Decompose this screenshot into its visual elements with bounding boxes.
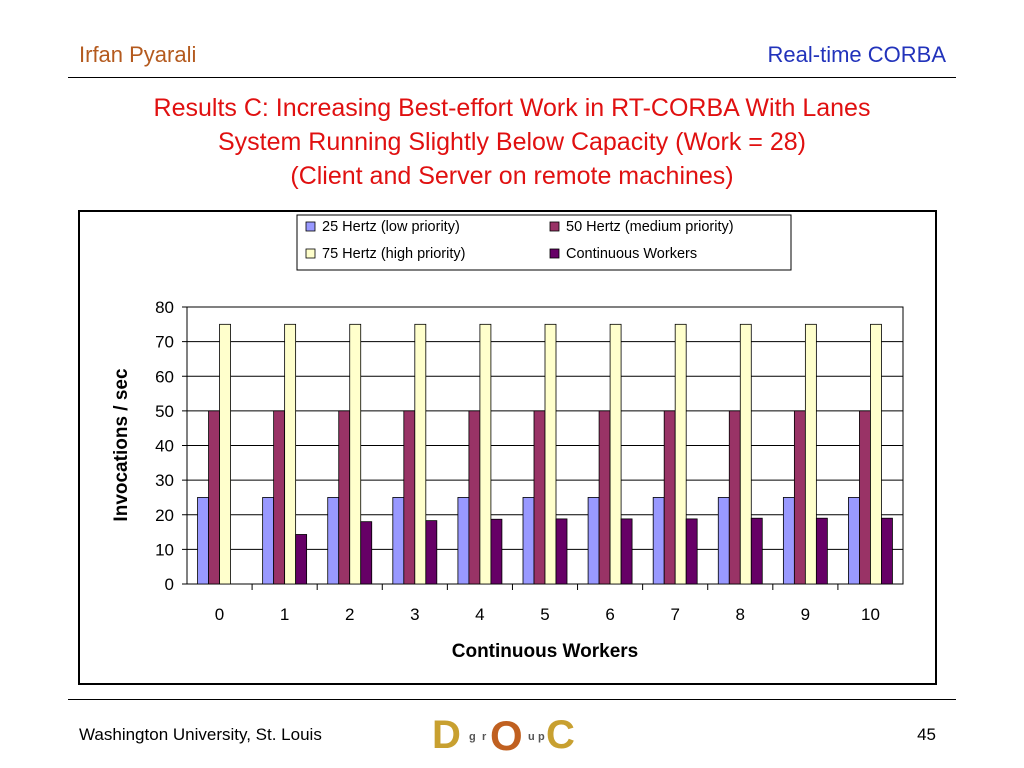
x-tick-label: 4	[475, 605, 484, 624]
doc-group-logo: D g r O u p C	[432, 712, 575, 756]
bar-3-cat-10	[870, 323, 882, 585]
bar-2-cat-9	[793, 410, 806, 585]
y-tick-label: 20	[155, 506, 174, 525]
legend-swatch-4	[549, 248, 560, 259]
bar-3-cat-7	[674, 323, 687, 585]
logo-letter-p: p	[538, 731, 545, 743]
y-tick-label: 30	[155, 471, 174, 490]
x-tick-label: 5	[540, 605, 549, 624]
y-tick-label: 60	[155, 367, 174, 386]
x-tick-label: 2	[345, 605, 354, 624]
bar-4-cat-4	[490, 518, 503, 585]
bar-2-cat-8	[728, 410, 741, 585]
bar-3-cat-0	[219, 323, 231, 585]
y-tick-label: 50	[155, 402, 174, 421]
bar-4-cat-10	[881, 517, 893, 585]
bar-4-cat-8	[750, 517, 763, 585]
logo-letter-r: r	[482, 731, 487, 743]
bar-3-cat-1	[284, 323, 297, 585]
x-tick-label: 7	[670, 605, 679, 624]
bar-2-cat-6	[598, 410, 611, 585]
y-tick-label: 0	[165, 575, 174, 594]
x-tick-label: 6	[605, 605, 614, 624]
slide-title-line-1: Results C: Increasing Best-effort Work i…	[153, 94, 871, 122]
bar-3-cat-8	[739, 323, 752, 585]
y-tick-label: 10	[155, 540, 174, 559]
y-tick-label: 70	[155, 333, 174, 352]
bar-2-cat-1	[273, 410, 286, 585]
bar-2-cat-2	[338, 410, 351, 585]
legend-label-4: Continuous Workers	[566, 246, 697, 262]
bar-2-cat-0	[208, 410, 220, 585]
bar-2-cat-4	[468, 410, 481, 585]
bar-1-cat-5	[522, 497, 535, 585]
bar-4-cat-7	[685, 518, 698, 585]
bar-4-cat-3	[425, 520, 438, 585]
bar-1-cat-3	[392, 497, 405, 585]
bar-3-cat-4	[479, 323, 492, 585]
bar-chart: 0 10 20 30 40 50 60 70 80 0 1 2 3 4 5 6 7 8 9 10 Continuous …	[111, 214, 904, 662]
logo-letter-c: C	[546, 713, 575, 756]
bar-1-cat-2	[327, 497, 340, 585]
bar-2-cat-10	[859, 410, 871, 585]
legend-label-2: 50 Hertz (medium priority)	[566, 219, 734, 235]
header-rule	[68, 77, 956, 78]
bar-1-cat-1	[262, 497, 275, 585]
bar-4-cat-6	[620, 518, 633, 585]
legend-swatch-1	[305, 221, 316, 232]
legend-swatch-2	[549, 221, 560, 232]
logo-letter-g: g	[469, 731, 476, 743]
bar-4-cat-9	[815, 517, 828, 585]
bar-1-cat-4	[457, 497, 470, 585]
bar-1-cat-8	[717, 497, 730, 585]
bar-1-cat-6	[587, 497, 600, 585]
bar-1-cat-0	[197, 497, 209, 585]
y-tick-label: 80	[155, 298, 174, 317]
y-axis-title: Invocations / sec	[111, 368, 132, 522]
bar-4-cat-1	[295, 534, 308, 585]
bar-2-cat-7	[663, 410, 676, 585]
bar-4-cat-2	[360, 521, 373, 585]
slide-title-line-3: (Client and Server on remote machines)	[290, 162, 734, 190]
bar-1-cat-10	[848, 497, 860, 585]
bar-1-cat-7	[652, 497, 665, 585]
logo-letter-u: u	[528, 731, 535, 743]
bar-1-cat-9	[782, 497, 795, 585]
chart-frame: 0 10 20 30 40 50 60 70 80 0 1 2 3 4 5 6 7 8 9 10 Continuous …	[78, 210, 937, 685]
slide-title-line-2: System Running Slightly Below Capacity (…	[218, 128, 806, 156]
legend-label-1: 25 Hertz (low priority)	[322, 219, 460, 235]
logo-letter-d: D	[432, 713, 461, 756]
bar-2-cat-3	[403, 410, 416, 585]
x-axis-title: Continuous Workers	[452, 641, 639, 662]
x-tick-label: 9	[801, 605, 810, 624]
x-tick-label: 0	[215, 605, 224, 624]
bar-3-cat-5	[544, 323, 557, 585]
author-name: Irfan Pyarali	[79, 42, 197, 67]
legend-box	[296, 214, 792, 271]
bar-3-cat-9	[804, 323, 817, 585]
bar-4-cat-5	[555, 518, 568, 585]
x-tick-label: 1	[280, 605, 289, 624]
bar-3-cat-3	[414, 323, 427, 585]
y-tick-label: 40	[155, 437, 174, 456]
x-tick-label: 10	[861, 605, 880, 624]
slide-topic: Real-time CORBA	[767, 42, 946, 67]
bar-3-cat-2	[349, 323, 362, 585]
page-number: 45	[917, 725, 936, 744]
legend-swatch-3	[305, 248, 316, 259]
bar-3-cat-6	[609, 323, 622, 585]
footer-rule	[68, 699, 956, 700]
x-tick-label: 8	[736, 605, 745, 624]
logo-letter-o: O	[490, 712, 523, 756]
institution-name: Washington University, St. Louis	[79, 725, 322, 744]
legend-label-3: 75 Hertz (high priority)	[322, 246, 465, 262]
bar-2-cat-5	[533, 410, 546, 585]
x-tick-label: 3	[410, 605, 419, 624]
